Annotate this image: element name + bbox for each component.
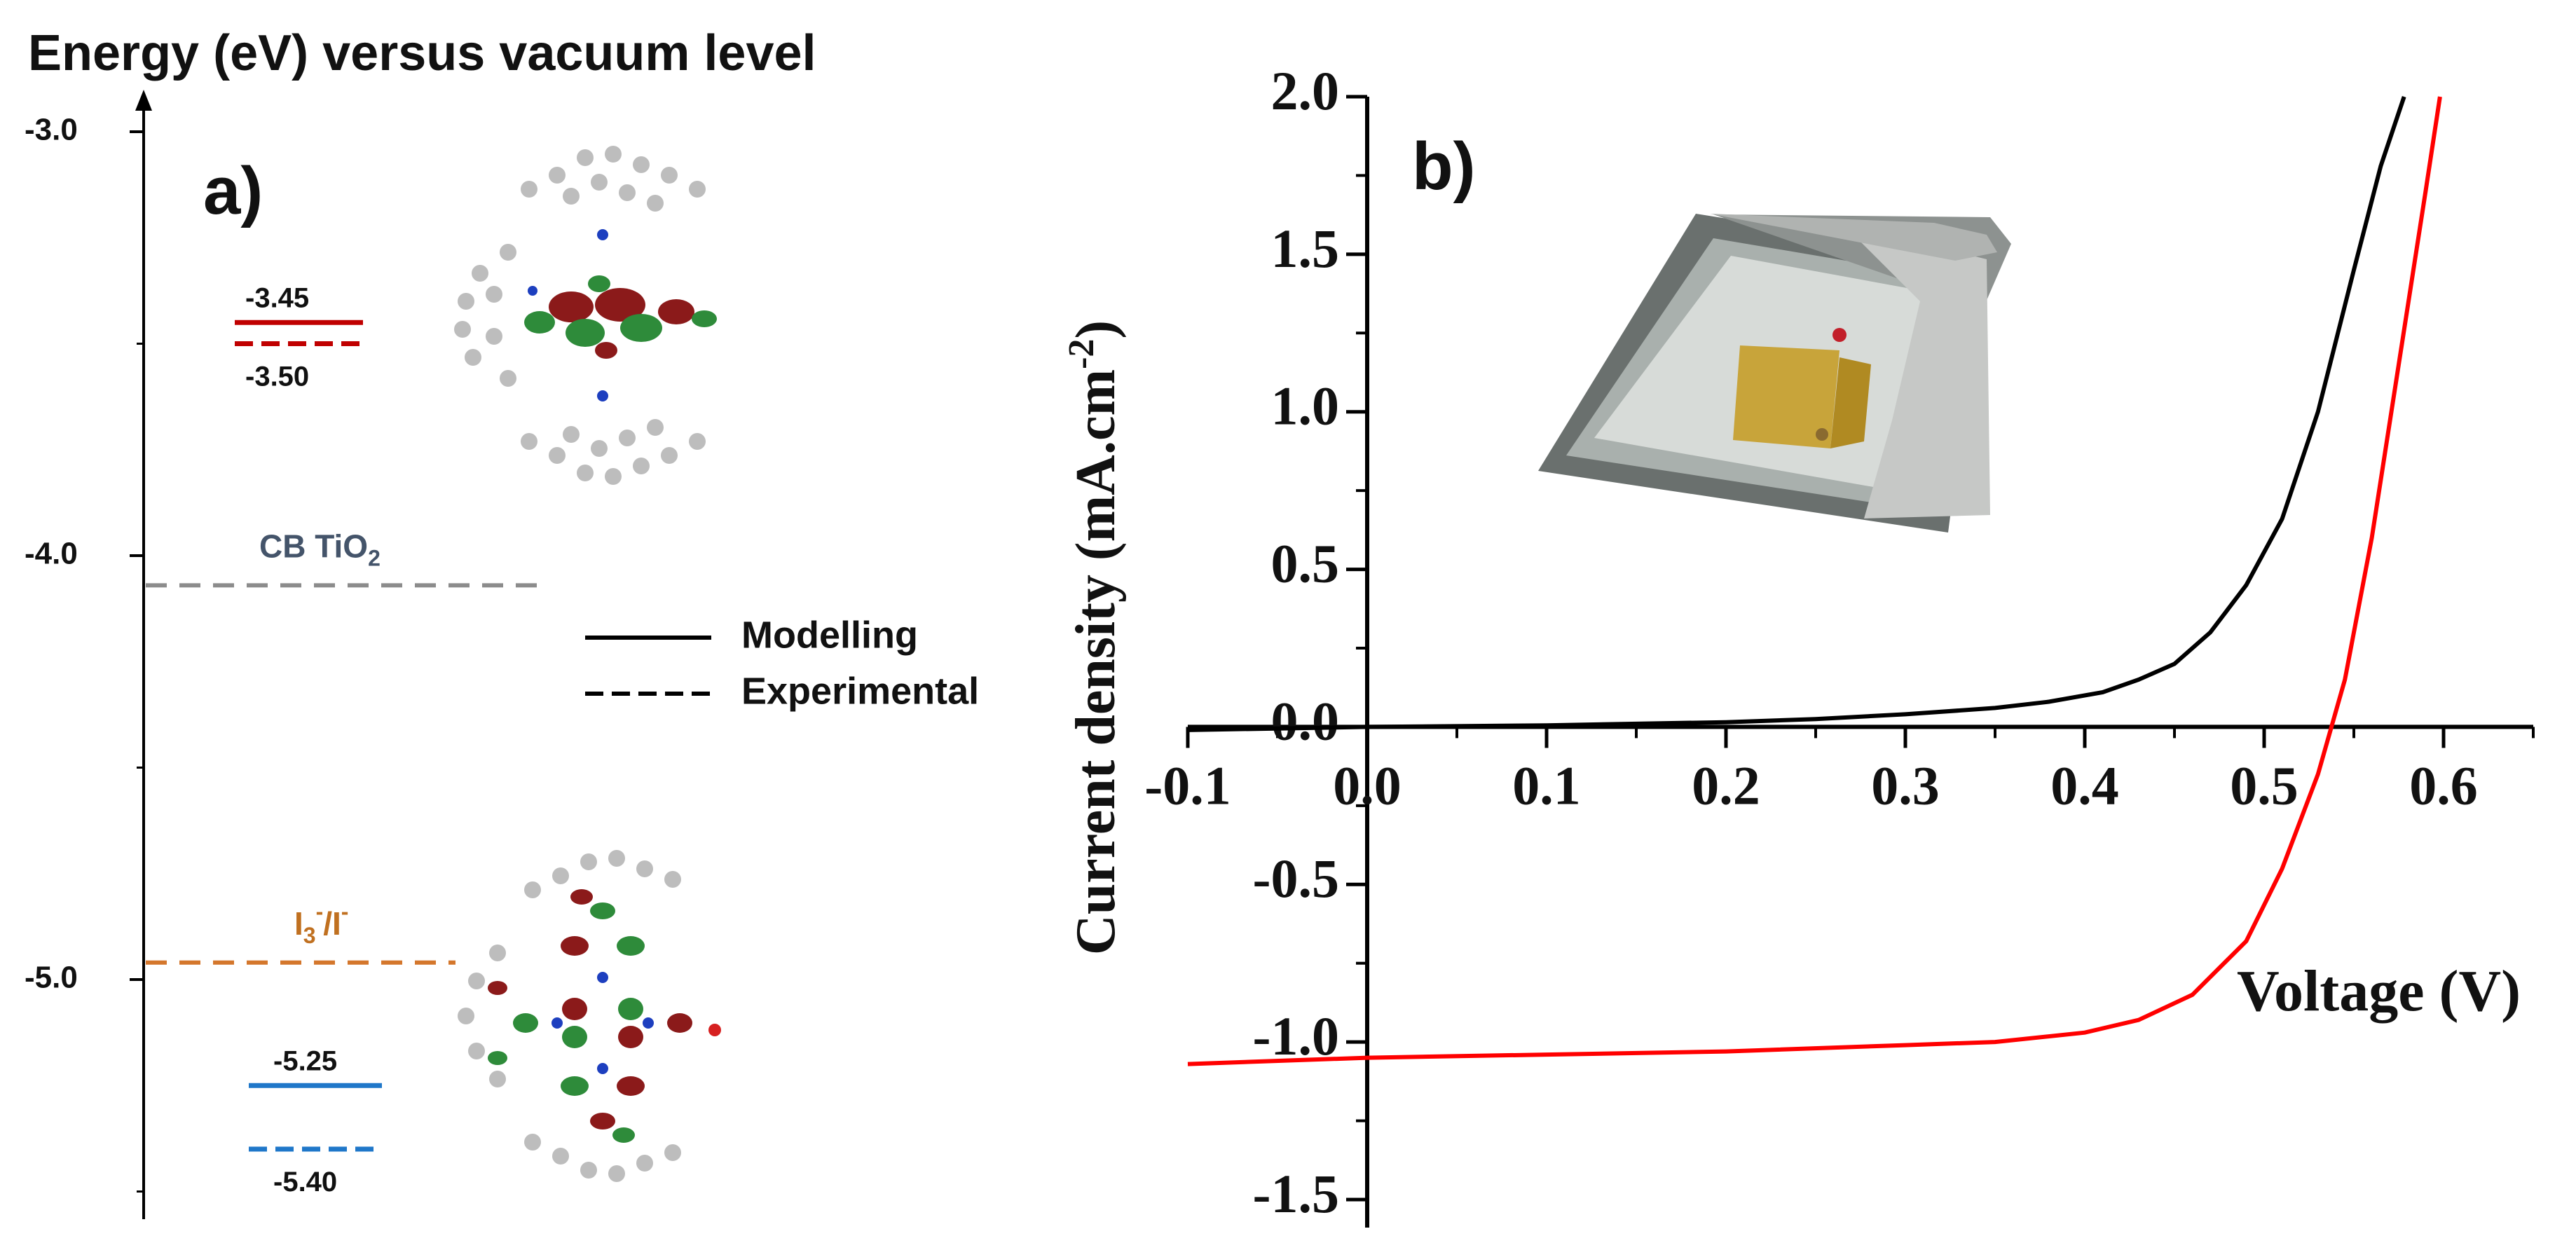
y-tick-label: 2.0 [1271,60,1340,121]
panel-b-label: b) [1412,129,1476,204]
illuminated-jv-curve [1187,96,2442,1066]
legend-experimental-label: Experimental [741,670,979,712]
cb-tio2-label: CB TiO2 [259,528,381,570]
y-tick-label: 0.0 [1271,690,1340,751]
legend-modelling-label: Modelling [741,614,918,656]
x-tick-label: 0.4 [2050,755,2119,816]
axis-ticks: -0.1 0.0 0.1 0.2 0.3 0.4 0.5 0.62.01.51.00.50.0… [1144,60,2535,1224]
energy-levels: -3.45 -3.50 -5.25 -5.40 [235,282,382,1197]
energy-tick-label: -4.0 [25,537,78,571]
lumo-experimental-value: -3.50 [245,362,309,392]
x-tick-label: 0.1 [1512,755,1581,816]
solar-cell-photo [1538,214,2011,533]
redox-label: I3-/I- [294,899,348,948]
energy-tick-label: -3.0 [25,113,78,147]
homo-orbital-molecule-image [458,850,721,1182]
legend: Modelling Experimental [585,614,979,712]
homo-modelling-value: -5.25 [273,1045,337,1076]
y-axis-label: Current density (mA.cm-2) [1062,320,1127,955]
x-tick-label: 0.5 [2230,755,2298,816]
dark-jv-curve [1187,96,2406,732]
x-tick-label: 0.3 [1871,755,1940,816]
panel-b: b) -0.1 0.0 0.1 0.2 0.3 0.4 0.5 0.6 2.0 1.5 1.0 0.5… [1062,60,2535,1228]
lumo-modelling-value: -3.45 [245,282,309,313]
energy-tick-label: -5.0 [25,961,78,995]
y-tick-label: 0.5 [1271,533,1340,593]
y-tick-label: 1.5 [1271,218,1340,279]
energy-axis-title: Energy (eV) versus vacuum level [28,25,816,81]
x-tick-label: 0.2 [1692,755,1760,816]
y-tick-label: 1.0 [1271,376,1340,437]
panel-a: Energy (eV) versus vacuum level a) -3.0-… [25,25,979,1219]
x-tick-label: -0.1 [1144,755,1231,816]
homo-experimental-value: -5.40 [273,1167,337,1197]
x-axis-label: Voltage (V) [2237,959,2521,1024]
lumo-orbital-molecule-image [454,146,717,485]
y-tick-label: -1.0 [1253,1005,1339,1066]
energy-axis-ticks: -3.0 -4.0 -5.0 [25,113,144,1193]
panel-a-label: a) [203,153,263,228]
y-tick-label: -1.5 [1253,1163,1339,1224]
y-tick-label: -0.5 [1253,848,1339,909]
energy-axis-arrow [135,90,152,111]
x-tick-label: 0.6 [2409,755,2478,816]
